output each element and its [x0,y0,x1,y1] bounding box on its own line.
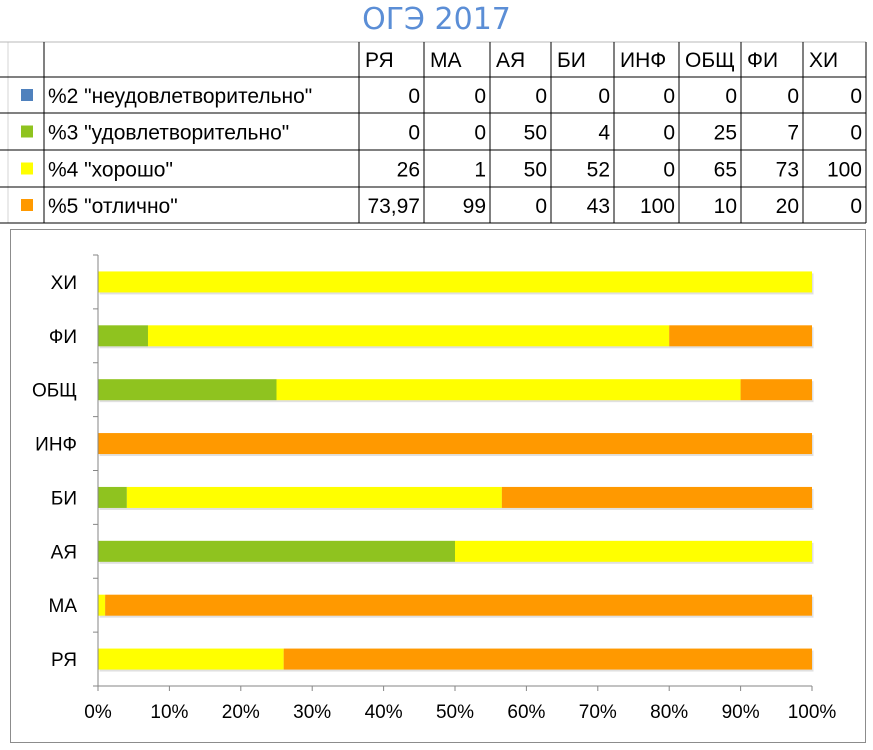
x-tick-label: 40% [365,702,403,723]
table-header-cell: МА [430,49,462,72]
table-cell: 0 [850,195,862,218]
bar-segment [105,594,812,616]
table-cell: 0 [663,122,675,145]
x-tick-label: 0% [84,702,112,723]
table-row-label: %4 "хорошо" [48,159,173,182]
table-cell: 52 [587,159,610,182]
x-tick-label: 50% [436,702,474,723]
table-cell: 0 [535,195,547,218]
y-tick-label: МА [49,596,78,617]
table-header-cell: АЯ [496,49,525,72]
legend-swatch [21,89,33,101]
x-tick-label: 100% [788,702,837,723]
bar-segment [147,325,670,347]
table-header-cell: ОБЩ [685,49,735,72]
table-cell: 100 [640,195,675,218]
table-cell: 100 [827,159,862,182]
legend-swatch [21,125,33,138]
table-cell: 0 [598,85,610,108]
table-cell: 0 [663,85,675,108]
bar-segment [98,325,148,347]
x-tick-label: 10% [150,702,188,723]
table-cell: 50 [524,159,547,182]
x-tick-label: 80% [650,702,688,723]
table-cell: 99 [463,195,486,218]
y-tick-label: АЯ [51,542,77,563]
y-tick-label: ХИ [51,273,77,294]
table-cell: 10 [714,195,737,218]
x-tick-label: 90% [722,702,760,723]
y-tick-label: ИНФ [35,435,77,456]
bar-segment [98,271,812,293]
bar-segment [98,486,127,508]
table-cell: 0 [408,85,420,108]
table-cell: 25 [714,122,737,145]
bar-segment [455,540,812,562]
table-cell: 50 [524,122,547,145]
bar-segment [740,379,812,401]
y-tick-label: ОБЩ [32,381,77,402]
x-tick-label: 70% [579,702,617,723]
table-header-cell: ХИ [809,49,838,72]
table-cell: 7 [787,122,799,145]
table-cell: 0 [725,85,737,108]
x-tick-label: 20% [222,702,260,723]
table-header-cell: ИНФ [620,49,666,72]
table-cell: 65 [714,159,737,182]
y-tick-label: БИ [51,488,77,509]
table-cell: 0 [474,122,486,145]
table-cell: 73,97 [367,195,420,218]
y-tick-label: ФИ [49,327,77,348]
table-cell: 0 [787,85,799,108]
bar-segment [283,648,813,670]
x-tick-label: 60% [507,702,545,723]
table-row-label: %5 "отлично" [48,195,178,218]
table-cell: 4 [598,122,610,145]
data-table: РЯ МА АЯ БИ ИНФ ОБЩ ФИ ХИ %2 "неудовлетворительн… [0,41,867,224]
table-cell: 20 [776,195,799,218]
bar-segment [669,325,812,347]
bar-segment [501,486,812,508]
table-header-cell: РЯ [365,49,394,72]
chart-title: ОГЭ 2017 [362,2,511,37]
legend-swatch [21,199,33,211]
bar-segment [98,594,106,616]
bar-segment [276,379,741,401]
bar-segment [98,433,812,455]
bar-segment [126,486,502,508]
table-header-cell: БИ [557,49,586,72]
table-cell: 0 [663,159,675,182]
table-cell: 0 [408,122,420,145]
table-header-cell: ФИ [747,49,778,72]
table-cell: 0 [474,85,486,108]
table-cell: 0 [535,85,547,108]
table-cell: 0 [850,122,862,145]
table-cell: 26 [397,159,420,182]
bar-segment [98,648,284,670]
table-row-label: %3 "удовлетворительно" [48,122,289,145]
y-tick-label: РЯ [51,650,77,671]
table-row-label: %2 "неудовлетворительно" [48,85,312,108]
table-cell: 1 [474,159,486,182]
table-cell: 0 [850,85,862,108]
bar-segment [98,379,277,401]
x-tick-label: 30% [293,702,331,723]
table-cell: 43 [587,195,610,218]
legend-swatch [21,162,33,175]
bar-segment [98,540,455,562]
table-cell: 73 [776,159,799,182]
